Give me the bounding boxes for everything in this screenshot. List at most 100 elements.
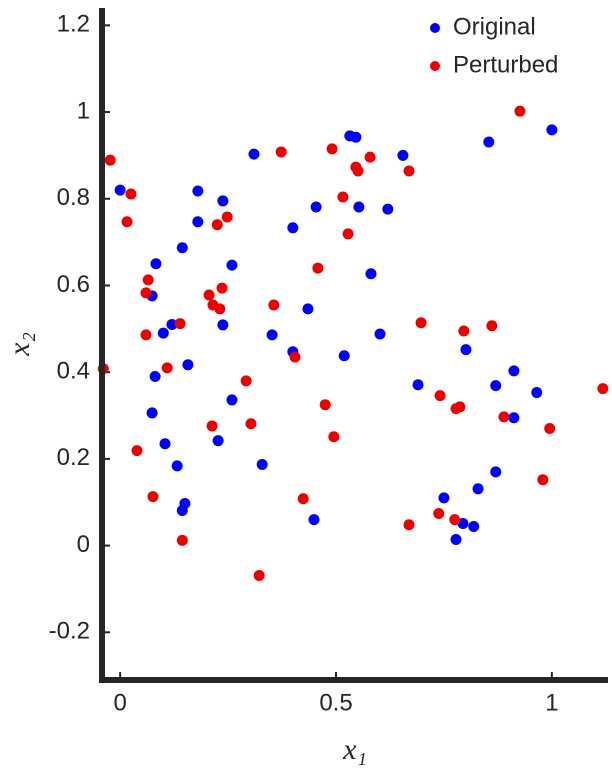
point: [114, 184, 126, 196]
point: [157, 327, 169, 339]
y-tick-label: 0: [77, 531, 90, 558]
point: [302, 303, 314, 315]
point: [438, 492, 450, 504]
point: [537, 474, 549, 486]
legend-label: Original: [453, 13, 536, 40]
point: [472, 483, 484, 495]
y-tick-label: 0.8: [57, 184, 90, 211]
point: [104, 154, 116, 166]
point: [490, 466, 502, 478]
point: [192, 185, 204, 197]
point: [352, 165, 364, 177]
point: [240, 375, 252, 387]
point: [490, 380, 502, 392]
point: [287, 222, 299, 234]
point: [310, 201, 322, 213]
point: [483, 136, 495, 148]
point: [226, 394, 238, 406]
point: [142, 274, 154, 286]
point: [212, 435, 224, 447]
point: [275, 146, 287, 158]
point: [182, 359, 194, 371]
point: [217, 195, 229, 207]
y-tick-label: 0.6: [57, 271, 90, 298]
point: [460, 344, 472, 356]
point: [508, 365, 520, 377]
point: [397, 149, 409, 161]
point: [256, 459, 268, 471]
point: [297, 493, 309, 505]
point: [192, 216, 204, 228]
point: [308, 514, 320, 526]
x-tick-label: 0.5: [319, 689, 352, 716]
point: [216, 282, 228, 294]
point: [176, 534, 188, 546]
y-tick-label: 0.2: [57, 444, 90, 471]
point: [353, 201, 365, 213]
point: [214, 303, 226, 315]
point: [382, 203, 394, 215]
point: [498, 411, 510, 423]
point: [125, 188, 137, 200]
point: [412, 379, 424, 391]
point: [171, 460, 183, 472]
point: [364, 151, 376, 163]
point: [450, 534, 462, 546]
point: [365, 268, 377, 280]
point: [140, 287, 152, 299]
x-axis-label: x₁: [342, 733, 367, 766]
point: [206, 420, 218, 432]
point: [312, 262, 324, 274]
point: [468, 521, 480, 533]
point: [458, 325, 470, 337]
point: [146, 407, 158, 419]
point: [338, 350, 350, 362]
x-tick-label: 0: [113, 689, 126, 716]
y-tick-label: -0.2: [49, 618, 90, 645]
point: [374, 328, 386, 340]
point: [217, 319, 229, 331]
point: [457, 517, 469, 529]
point: [486, 320, 498, 332]
legend-label: Perturbed: [453, 51, 558, 78]
point: [221, 211, 233, 223]
point: [226, 259, 238, 271]
y-tick-label: 0.4: [57, 358, 90, 385]
point: [531, 387, 543, 399]
point: [161, 362, 173, 374]
point: [268, 299, 280, 311]
point: [449, 514, 461, 526]
point: [121, 216, 133, 228]
point: [248, 148, 260, 160]
point: [337, 191, 349, 203]
point: [415, 317, 427, 329]
y-axis-label: x₂: [3, 332, 36, 357]
point: [266, 329, 278, 341]
y-tick-label: 1.2: [57, 11, 90, 38]
point: [147, 491, 159, 503]
point: [433, 508, 445, 520]
point: [454, 401, 466, 413]
point: [328, 431, 340, 443]
point: [508, 412, 520, 424]
point: [514, 105, 526, 117]
point: [245, 418, 257, 430]
legend-marker: [430, 61, 440, 71]
point: [176, 242, 188, 254]
point: [159, 438, 171, 450]
legend-marker: [430, 23, 440, 33]
point: [174, 318, 186, 330]
point: [176, 504, 188, 516]
point: [403, 519, 415, 531]
point: [149, 371, 161, 383]
point: [131, 445, 143, 457]
point: [203, 289, 215, 301]
point: [166, 318, 178, 330]
x-tick-label: 1: [545, 689, 558, 716]
point: [326, 143, 338, 155]
y-tick-label: 1: [77, 97, 90, 124]
point: [350, 131, 362, 143]
point: [253, 570, 265, 582]
point: [434, 390, 446, 402]
